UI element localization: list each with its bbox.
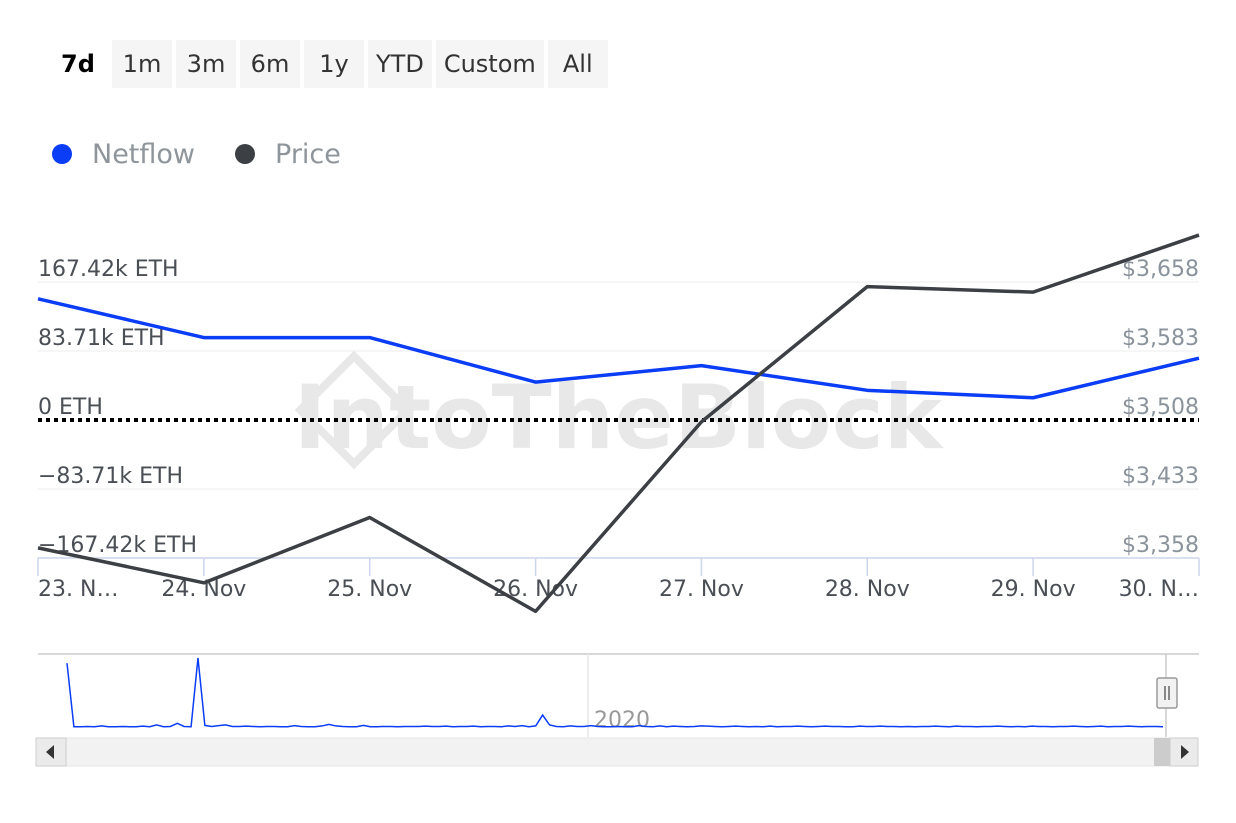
y-right-tick-label: $3,358: [1122, 533, 1199, 558]
watermark: IntoTheBlock: [294, 366, 945, 469]
x-axis-tick-label: 28. Nov: [825, 577, 910, 602]
series-line-price: [37, 233, 1200, 614]
x-axis-tick-label: 27. Nov: [659, 577, 744, 602]
series-line-netflow: [37, 297, 1200, 400]
y-left-tick-label: 167.42k ETH: [38, 257, 179, 282]
scrollbar-thumb[interactable]: [1154, 738, 1170, 766]
legend-dot-icon: [235, 144, 256, 164]
range-button-6m[interactable]: 6m: [240, 40, 300, 88]
range-button-3m[interactable]: 3m: [176, 40, 236, 88]
range-button-1m[interactable]: 1m: [112, 40, 172, 88]
y-right-tick-label: $3,508: [1122, 395, 1199, 420]
navigator-series-line: [66, 657, 1164, 728]
range-button-all[interactable]: All: [547, 40, 608, 88]
navigator-handle[interactable]: [1156, 677, 1178, 709]
x-axis-tick-label: 24. Nov: [161, 577, 246, 602]
x-axis-tick-label: 30. N…: [1119, 577, 1199, 602]
y-left-tick-label: 83.71k ETH: [38, 326, 165, 351]
y-left-tick-label: 0 ETH: [38, 395, 103, 420]
legend-item-netflow[interactable]: Netflow: [52, 139, 195, 170]
legend-label: Netflow: [92, 138, 196, 170]
arrow-left-icon: [46, 745, 54, 759]
range-button-7d[interactable]: 7d: [48, 40, 108, 88]
arrow-right-icon: [1181, 745, 1189, 759]
range-button-1y[interactable]: 1y: [304, 40, 364, 88]
x-axis-tick-label: 25. Nov: [327, 577, 412, 602]
y-right-tick-label: $3,583: [1122, 326, 1199, 351]
scrollbar-track: [35, 737, 1199, 767]
y-right-tick-label: $3,658: [1122, 257, 1199, 282]
range-button-ytd[interactable]: YTD: [368, 40, 432, 88]
navigator-year-label: 2020: [594, 708, 650, 733]
legend-label: Price: [275, 138, 341, 170]
watermark-logo-icon: [294, 350, 414, 470]
x-axis-tick-label: 29. Nov: [991, 577, 1076, 602]
y-right-tick-label: $3,433: [1122, 464, 1199, 489]
chart-legend: Netflow Price: [52, 132, 341, 176]
x-axis-tick-label: 26. Nov: [493, 577, 578, 602]
legend-dot-icon: [52, 144, 72, 164]
legend-item-price[interactable]: Price: [235, 139, 341, 170]
range-button-custom[interactable]: Custom: [435, 40, 544, 88]
y-left-tick-label: −83.71k ETH: [38, 464, 183, 489]
x-axis-tick-label: 23. N…: [38, 577, 118, 602]
range-selector: 7d 1m 3m 6m 1y YTD Custom All: [48, 40, 608, 88]
